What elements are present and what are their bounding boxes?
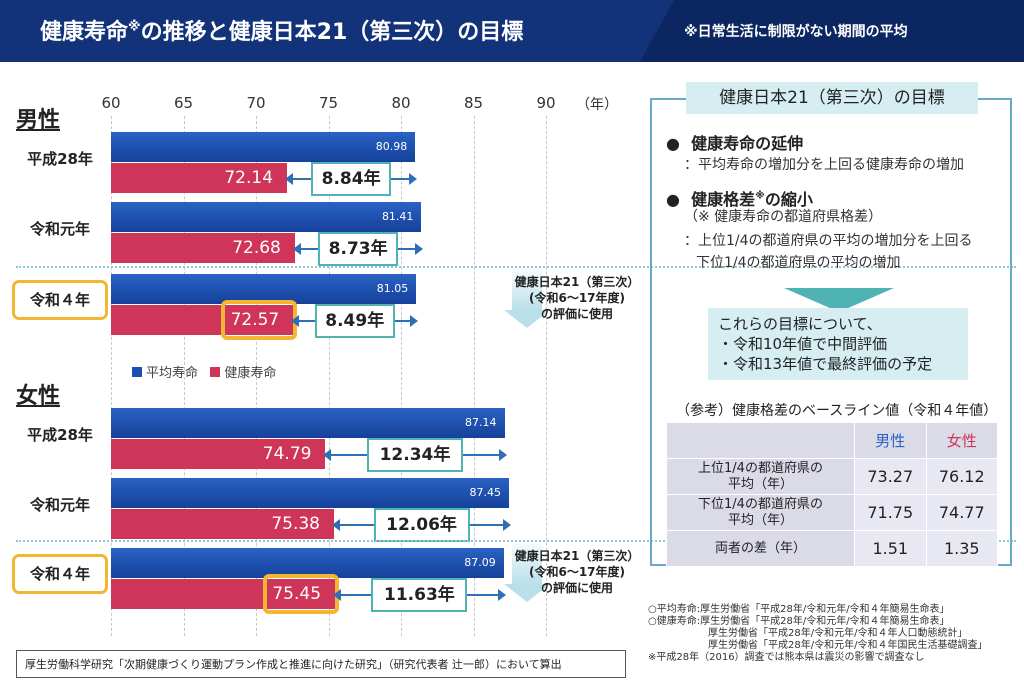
goal2-text2: 下位1/4の都道府県の平均の増加 bbox=[696, 255, 901, 271]
cell-male: 1.51 bbox=[854, 530, 927, 567]
highlight-box bbox=[263, 574, 340, 614]
source-notes: ○平均寿命:厚生労働省「平成28年/令和元年/令和４年簡易生命表」 ○健康寿命:… bbox=[648, 604, 988, 663]
eval-note-line: 健康日本21（第三次） bbox=[514, 275, 640, 289]
highlight-box bbox=[221, 300, 298, 340]
row-label: 上位1/4の都道府県の 平均（年） bbox=[666, 458, 855, 495]
eval-note-line: の評価に使用 bbox=[540, 581, 613, 595]
gap-label: 8.49年 bbox=[314, 304, 395, 338]
bar-healthy: 72.57 bbox=[111, 305, 294, 335]
divider-dotted bbox=[16, 266, 1016, 268]
legend-avg-label: 平均寿命 bbox=[146, 366, 199, 381]
cell-female: 74.77 bbox=[925, 494, 998, 531]
table-row: 下位1/4の都道府県の 平均（年） 71.75 74.77 bbox=[666, 494, 998, 531]
eval-line-3: ・令和13年値で最終評価の予定 bbox=[718, 355, 933, 373]
gap-label: 8.84年 bbox=[311, 162, 392, 196]
gridline bbox=[473, 116, 475, 636]
bar-healthy: 75.38 bbox=[111, 509, 334, 539]
x-tick-label: 65 bbox=[173, 94, 194, 112]
row-label: 下位1/4の都道府県の 平均（年） bbox=[666, 494, 855, 531]
x-tick-label: 85 bbox=[463, 94, 484, 112]
x-tick-label: 70 bbox=[246, 94, 266, 112]
cell-female: 1.35 bbox=[925, 530, 998, 567]
baseline-title: （参考）健康格差のベースライン値（令和４年値） bbox=[676, 403, 998, 419]
eval-note-line: (令和6～17年度) bbox=[528, 565, 626, 579]
chart-legend: 平均寿命 健康寿命 bbox=[132, 362, 276, 381]
citation: 厚生労働科学研究「次期健康づくり運動プラン作成と推進に向けた研究」（研究代表者 … bbox=[16, 650, 626, 678]
table-row: 上位1/4の都道府県の 平均（年） 73.27 76.12 bbox=[666, 458, 998, 495]
gridline bbox=[401, 116, 402, 636]
gridline bbox=[111, 116, 112, 636]
category-label: 平成28年 bbox=[27, 426, 93, 444]
gridline bbox=[256, 116, 257, 636]
eval-note: 健康日本21（第三次） (令和6～17年度) の評価に使用 bbox=[502, 274, 652, 322]
row-label: 両者の差（年） bbox=[666, 530, 855, 567]
bar-average: 81.05 bbox=[111, 274, 417, 304]
gridline bbox=[183, 116, 185, 636]
goal1-heading: ● 健康寿命の延伸 bbox=[666, 134, 804, 153]
evaluation-note: これらの目標について、 ・令和10年値で中間評価 ・令和13年値で最終評価の予定 bbox=[708, 308, 968, 380]
gridline bbox=[546, 116, 547, 636]
x-tick-label: 90 bbox=[536, 94, 556, 112]
category-label: 令和元年 bbox=[29, 220, 90, 238]
eval-note-line: の評価に使用 bbox=[540, 307, 613, 321]
category-label: 令和４年 bbox=[12, 554, 108, 594]
bar-average: 80.98 bbox=[111, 132, 416, 162]
legend-healthy-swatch bbox=[210, 367, 221, 377]
cell-male: 71.75 bbox=[854, 494, 927, 531]
category-label: 令和４年 bbox=[12, 280, 108, 320]
eval-line-1: これらの目標について、 bbox=[718, 315, 882, 333]
section-label-female: 女性 bbox=[16, 384, 61, 409]
legend-avg-swatch bbox=[132, 367, 142, 377]
category-label: 平成28年 bbox=[27, 150, 93, 168]
goal2-note: （※ 健康寿命の都道府県格差） bbox=[684, 209, 883, 225]
baseline-table: 男性 女性 上位1/4の都道府県の 平均（年） 73.27 76.12 下位1/4… bbox=[666, 422, 998, 567]
section-label-male: 男性 bbox=[16, 108, 61, 133]
gap-label: 12.06年 bbox=[373, 508, 470, 542]
gap-label: 11.63年 bbox=[371, 578, 468, 612]
col-female: 女性 bbox=[925, 422, 998, 459]
table-corner bbox=[666, 422, 855, 459]
goal1-text: ：平均寿命の増加分を上回る健康寿命の増加 bbox=[684, 157, 964, 173]
header-bar: 健康寿命※の推移と健康日本21（第三次）の目標 ※日常生活に制限がない期間の平均 bbox=[0, 0, 1024, 62]
col-male: 男性 bbox=[854, 422, 927, 459]
goal2-heading: ● 健康格差※の縮小 bbox=[666, 190, 813, 209]
eval-note-line: (令和6～17年度) bbox=[528, 291, 626, 305]
bar-healthy: 74.79 bbox=[111, 439, 326, 469]
header-note: ※日常生活に制限がない期間の平均 bbox=[640, 0, 1024, 62]
eval-arrow bbox=[504, 538, 550, 602]
bar-healthy: 72.14 bbox=[111, 163, 288, 193]
legend-healthy-label: 健康寿命 bbox=[224, 366, 277, 381]
cell-female: 76.12 bbox=[925, 458, 998, 495]
x-tick-label: 75 bbox=[318, 94, 339, 112]
gridline bbox=[328, 116, 330, 636]
table-row: 両者の差（年） 1.51 1.35 bbox=[666, 530, 998, 567]
goal2-text1: ：上位1/4の都道府県の平均の増加分を上回る bbox=[684, 233, 973, 249]
bar-average: 87.45 bbox=[111, 478, 510, 508]
bar-average: 81.41 bbox=[111, 202, 422, 232]
x-unit-label: （年） bbox=[576, 97, 618, 113]
category-label: 令和元年 bbox=[29, 496, 90, 514]
bar-healthy: 75.45 bbox=[111, 579, 336, 609]
bar-average: 87.09 bbox=[111, 548, 504, 578]
eval-arrow bbox=[504, 264, 550, 328]
goals-title: 健康日本21（第三次）の目標 bbox=[686, 82, 978, 114]
gap-label: 8.73年 bbox=[318, 232, 399, 266]
page-title: 健康寿命※の推移と健康日本21（第三次）の目標 bbox=[40, 19, 524, 45]
gap-label: 12.34年 bbox=[366, 438, 463, 472]
x-tick-label: 60 bbox=[101, 94, 121, 112]
bar-average: 87.14 bbox=[111, 408, 505, 438]
eval-note: 健康日本21（第三次） (令和6～17年度) の評価に使用 bbox=[502, 548, 652, 596]
eval-note-line: 健康日本21（第三次） bbox=[514, 549, 640, 563]
eval-line-2: ・令和10年値で中間評価 bbox=[718, 335, 888, 353]
x-tick-label: 80 bbox=[391, 94, 411, 112]
cell-male: 73.27 bbox=[854, 458, 927, 495]
bar-healthy: 72.68 bbox=[111, 233, 295, 263]
divider-dotted bbox=[16, 540, 1016, 542]
